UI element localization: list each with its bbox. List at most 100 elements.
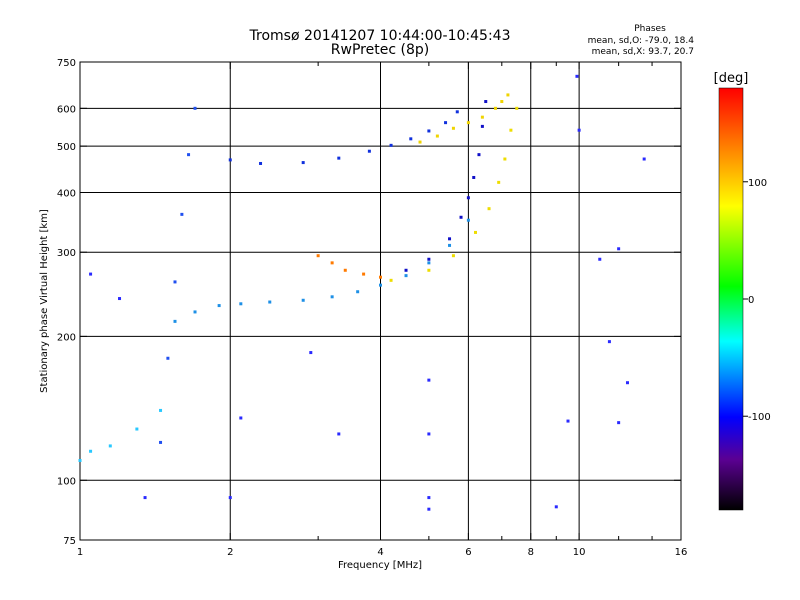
echo-point	[617, 421, 621, 425]
echo-point	[404, 274, 408, 278]
echo-point	[259, 161, 263, 165]
x-tick-label: 2	[227, 547, 233, 558]
echo-point	[607, 340, 611, 344]
echo-point	[404, 268, 408, 272]
echo-point	[473, 230, 477, 234]
echo-point	[166, 356, 170, 360]
echo-point	[497, 180, 501, 184]
colorbar-tick-label: 100	[748, 178, 767, 189]
echo-point	[427, 432, 431, 436]
colorbar	[718, 87, 744, 511]
echo-point	[228, 158, 232, 162]
echo-point	[409, 137, 413, 141]
x-tick-label: 10	[573, 547, 586, 558]
echo-point	[451, 126, 455, 130]
echo-point	[466, 196, 470, 200]
echo-point	[506, 93, 510, 97]
colorbar-tick-label: -100	[748, 412, 771, 423]
echo-point	[435, 134, 439, 138]
echo-point	[89, 272, 93, 276]
echo-point	[389, 143, 393, 147]
echo-point	[427, 507, 431, 511]
echo-point	[477, 153, 481, 157]
echo-point	[343, 268, 347, 272]
echo-point	[78, 458, 82, 462]
stats-o-mode: mean, sd,O: -79.0, 18.4	[588, 36, 695, 46]
y-tick-label: 400	[57, 188, 76, 199]
echo-point	[444, 121, 448, 125]
axis-ticks: 1 2 4 6 8 10 16 75 100 200 300 400 500 600 750	[57, 58, 687, 558]
echo-point	[427, 378, 431, 382]
echo-point	[455, 110, 459, 114]
echo-point	[554, 505, 558, 509]
echo-point	[330, 295, 334, 299]
echo-point	[367, 149, 371, 153]
stats-x-mode: mean, sd,X: 93.7, 20.7	[592, 47, 694, 57]
echo-point	[217, 304, 221, 308]
colorbar-ticks: -100 0 100	[743, 178, 771, 423]
echo-point	[515, 106, 519, 110]
y-tick-label: 750	[57, 58, 76, 69]
echo-point	[356, 290, 360, 294]
echo-point	[362, 272, 366, 276]
echo-point	[448, 243, 452, 247]
echo-point	[239, 416, 243, 420]
echo-point	[427, 268, 431, 272]
echo-point	[625, 381, 629, 385]
echo-point	[239, 302, 243, 306]
chart-subtitle: RwPretec (8p)	[331, 42, 429, 58]
grid-lines	[80, 62, 681, 540]
echo-point	[193, 310, 197, 314]
echo-point	[466, 218, 470, 222]
echo-point	[509, 128, 513, 132]
echo-point	[451, 254, 455, 258]
echo-point	[330, 261, 334, 265]
echo-point	[472, 175, 476, 179]
x-tick-label: 8	[528, 547, 534, 558]
echo-point	[480, 115, 484, 119]
echo-point	[427, 257, 431, 261]
echo-point	[118, 297, 122, 301]
echo-point	[143, 496, 147, 500]
y-tick-label: 75	[63, 536, 76, 547]
echo-point	[337, 432, 341, 436]
echo-point	[187, 153, 191, 157]
echo-point	[598, 257, 602, 261]
echo-point	[427, 129, 431, 133]
echo-point	[487, 207, 491, 211]
echo-point	[89, 449, 93, 453]
echo-point	[427, 261, 431, 265]
echo-point	[180, 212, 184, 216]
echo-point	[228, 496, 232, 500]
echo-point	[337, 156, 341, 160]
echo-point	[566, 419, 570, 423]
echo-point	[575, 74, 579, 78]
echo-point	[503, 157, 507, 161]
echo-point	[480, 124, 484, 128]
x-tick-label: 4	[377, 547, 383, 558]
echo-point	[484, 100, 488, 104]
y-axis-label: Stationary phase Virtual Height [km]	[39, 209, 50, 393]
echo-point	[159, 408, 163, 412]
y-tick-label: 500	[57, 142, 76, 153]
echo-point	[379, 283, 382, 287]
echo-point	[459, 215, 463, 219]
echo-point	[427, 496, 431, 500]
echo-point	[173, 280, 177, 284]
x-tick-label: 16	[675, 547, 688, 558]
y-tick-label: 300	[57, 248, 76, 259]
x-tick-label: 6	[465, 547, 471, 558]
echo-point	[577, 128, 581, 132]
echo-point	[316, 254, 320, 258]
stats-heading: Phases	[634, 24, 666, 34]
echo-point	[173, 319, 177, 323]
y-tick-label: 100	[57, 476, 76, 487]
x-tick-label: 1	[77, 547, 83, 558]
echo-point	[309, 351, 313, 355]
echo-point	[301, 161, 305, 165]
echo-point	[617, 247, 621, 251]
echo-point	[268, 300, 272, 304]
echo-point	[448, 237, 452, 241]
colorbar-label: [deg]	[714, 71, 749, 86]
